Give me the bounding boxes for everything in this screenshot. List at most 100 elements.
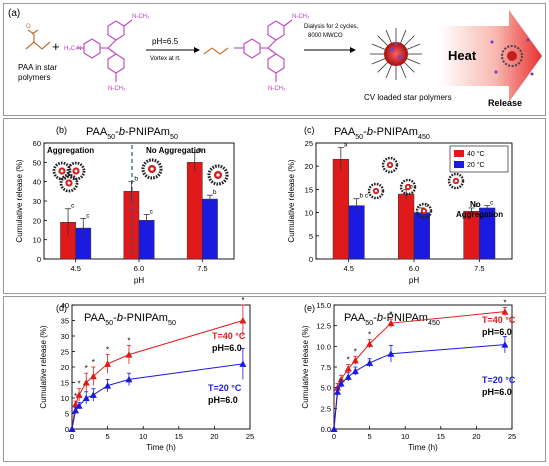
micelle-shell — [59, 173, 79, 193]
star-arm — [385, 64, 392, 79]
y-axis-label: Cumulative release (%) — [39, 325, 48, 408]
y-tick-label: 15 — [305, 185, 313, 194]
panel-de-line-charts: (d) PAA50-b-PNIPAm50 0 5 10 15 20 25 30 35 40 0 5 10 1… — [3, 296, 546, 462]
significance-letter: b c — [360, 193, 369, 200]
star-arm — [377, 35, 388, 46]
svg-text:N-CH₃: N-CH₃ — [292, 14, 310, 20]
cv-molecule-1 — [76, 19, 133, 82]
label-d-ph-2: pH=6.0 — [208, 395, 238, 405]
data-point — [334, 388, 342, 395]
significance-letter: c — [150, 209, 154, 216]
micelle-shell — [381, 156, 399, 174]
label-d-t40: T=40 °C — [212, 331, 246, 341]
panel-bc-bar-charts: (b) PAA50-b-PNIPAm50 0 10 20 30 40 50 60 4.5 c c 6.0… — [3, 118, 546, 294]
data-point — [387, 319, 395, 327]
data-point — [72, 400, 80, 408]
x-axis-label: pH — [134, 276, 144, 285]
data-point — [89, 391, 97, 398]
x-tick-label: 20 — [210, 432, 218, 441]
y-tick-label: 25 — [61, 348, 69, 357]
paa-structure — [25, 29, 51, 50]
x-tick-label: 0 — [70, 432, 74, 441]
data-point — [351, 356, 359, 364]
y-tick-label: 10 — [33, 236, 41, 245]
micelle-center — [67, 181, 71, 185]
line-chart-d: 0 5 10 15 20 25 30 35 40 0 5 10 15 20 25 Time (h) Cumula… — [39, 296, 254, 452]
star-arm — [377, 62, 388, 73]
y-tick-label: 2.5 — [321, 404, 331, 413]
micelle-center — [74, 169, 78, 173]
heat-arrow — [440, 10, 542, 102]
legend-entry: 20 °C — [467, 161, 485, 169]
label-d-ph-1: pH=6.0 — [212, 343, 242, 353]
panel-d-label: (d) — [56, 303, 67, 313]
x-tick-label: 20 — [472, 432, 480, 441]
y-tick-label: 40 — [61, 301, 69, 310]
micelle-shell — [207, 164, 229, 186]
data-point — [104, 360, 112, 367]
legend-swatch — [454, 150, 464, 157]
micelle-icon — [141, 158, 163, 180]
bar — [202, 198, 218, 260]
y-tick-label: 12.5 — [316, 322, 331, 331]
x-tick-label: 5 — [368, 432, 372, 441]
micelle-icon — [381, 156, 399, 174]
significance-letter: c — [71, 203, 75, 210]
annotation-no-aggregation: No Aggregation — [146, 146, 206, 155]
x-tick-label: 10 — [401, 432, 409, 441]
significance-letter: c — [86, 212, 90, 219]
x-tick-label: 25 — [508, 432, 516, 441]
series-line — [333, 344, 505, 430]
micelle-icon — [207, 164, 229, 186]
x-tick-label: 4.5 — [343, 264, 353, 273]
micelle-icon — [367, 182, 385, 200]
micelle-center — [422, 209, 426, 213]
panel-c-title: PAA50-b-PNIPAm450 — [334, 126, 430, 141]
y-tick-label: 20 — [33, 216, 41, 225]
vortex-label: Vortex at rt. — [150, 56, 181, 62]
star-arm — [406, 58, 421, 65]
loaded-label: CV loaded star polymers — [364, 93, 452, 102]
data-point — [330, 425, 338, 432]
label-e-ph-2: pH=6.0 — [482, 387, 512, 397]
x-axis-label: Time (h) — [408, 443, 438, 452]
data-point — [344, 365, 352, 372]
micelle-icon — [447, 172, 465, 190]
x-tick-label: 6.0 — [409, 264, 419, 273]
label-e-t20: T=20 °C — [482, 375, 516, 385]
x-tick-label: 15 — [437, 432, 445, 441]
data-point — [72, 406, 80, 414]
star-polymer — [370, 28, 422, 80]
data-point — [125, 351, 133, 358]
label-e-ph-1: pH=6.0 — [482, 327, 512, 337]
svg-text:H₃C-N: H₃C-N — [64, 46, 81, 52]
micelle-shell — [447, 172, 465, 190]
micelle-shell — [399, 178, 417, 196]
star-arm — [404, 35, 415, 46]
x-axis-label: pH — [409, 276, 419, 285]
data-point — [351, 367, 359, 375]
micelle-center — [454, 179, 458, 183]
y-tick-label: 10.0 — [316, 342, 331, 351]
star-arm — [406, 43, 421, 50]
x-tick-label: 25 — [246, 432, 254, 441]
plus-sign: + — [52, 39, 60, 54]
data-point — [125, 375, 133, 383]
micelle-icon — [399, 178, 417, 196]
significance-star: * — [354, 347, 357, 356]
micelle-center — [388, 163, 392, 167]
x-tick-label: 7.5 — [474, 264, 484, 273]
significance-star: * — [78, 380, 81, 389]
star-arm — [400, 64, 407, 79]
data-point — [239, 317, 247, 324]
data-point — [104, 382, 112, 389]
heat-label: Heat — [448, 48, 477, 63]
significance-star: * — [74, 392, 77, 401]
panel-b-title: PAA50-b-PNIPAm50 — [86, 126, 178, 141]
star-arm — [404, 62, 415, 73]
y-tick-label: 10 — [61, 394, 69, 403]
panel-e-label: (e) — [304, 303, 315, 313]
panel-a-scheme: (a) O PAA in star polymers + — [3, 3, 546, 116]
significance-letter: b — [213, 189, 217, 196]
significance-letter: a — [198, 147, 202, 154]
